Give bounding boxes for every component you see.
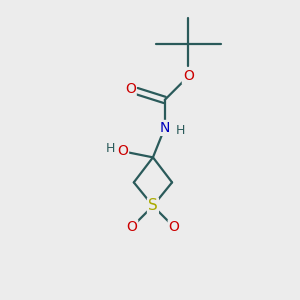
Text: N: N	[160, 121, 170, 135]
Text: H: H	[106, 142, 116, 155]
Text: O: O	[183, 69, 194, 83]
Text: H: H	[176, 124, 185, 137]
Text: O: O	[125, 82, 136, 96]
Text: O: O	[126, 220, 137, 234]
Text: O: O	[117, 144, 128, 158]
Text: S: S	[148, 198, 158, 213]
Text: O: O	[169, 220, 180, 234]
